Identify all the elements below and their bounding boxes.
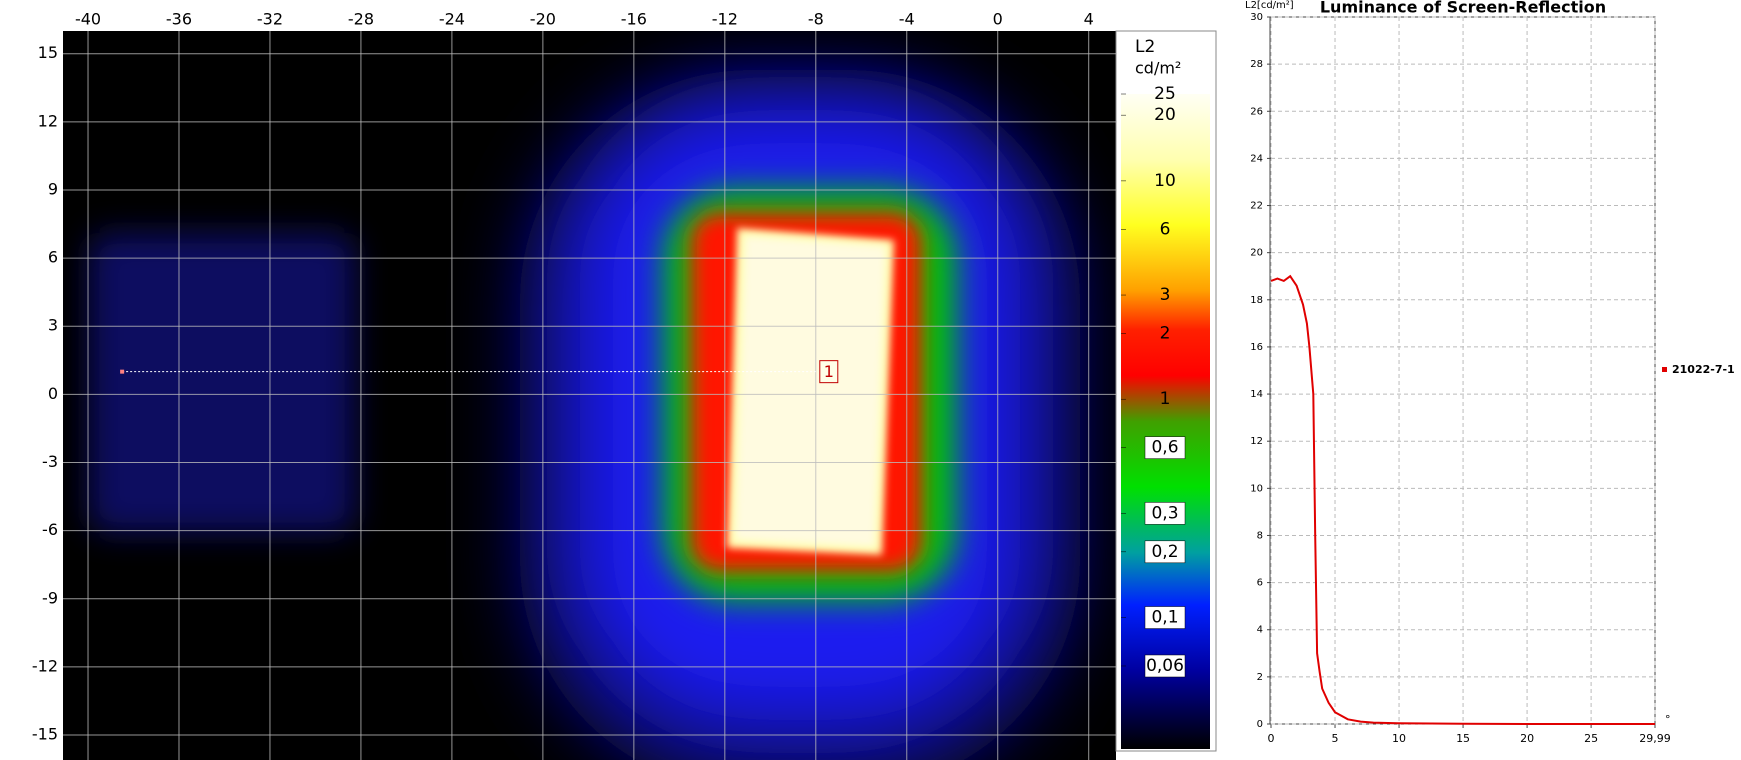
plot-frame — [1269, 16, 1656, 725]
chart-title: Luminance of Screen-Reflection — [1320, 0, 1606, 17]
y-tick-label: 0 — [48, 384, 58, 403]
x-tick-label: -16 — [621, 10, 647, 29]
colorbar-tick-label: 0,3 — [1151, 503, 1178, 523]
y-tick-label: 6 — [1257, 578, 1263, 589]
y-tick-label: 12 — [1250, 436, 1263, 447]
colorbar-label-box — [1144, 606, 1186, 629]
y-tick-label: 22 — [1250, 201, 1263, 212]
profile-label: 1 — [824, 362, 834, 381]
y-tick-label: 12 — [38, 111, 58, 130]
colorbar-tick-label: 0,2 — [1151, 542, 1178, 562]
y-tick-label: -6 — [42, 520, 58, 539]
colorbar-tick-label: 6 — [1160, 219, 1171, 239]
x-tick-label: -8 — [808, 10, 824, 29]
colorbar-label-box — [1144, 436, 1186, 459]
x-tick-label: 4 — [1084, 10, 1094, 29]
colorbar-tick-label: 0,06 — [1146, 656, 1184, 676]
y-tick-label: 15 — [38, 43, 58, 62]
x-tick-label: 0 — [1268, 732, 1275, 745]
profile-start — [120, 369, 125, 374]
y-tick-label: 10 — [1250, 483, 1263, 494]
y-tick-label: 24 — [1250, 153, 1263, 164]
y-tick-label: 30 — [1250, 12, 1263, 23]
x-tick-label: -4 — [899, 10, 915, 29]
x-tick-label: -40 — [75, 10, 101, 29]
y-tick-label: 14 — [1250, 389, 1263, 400]
legend-swatch — [1662, 367, 1667, 372]
x-tick-label: 5 — [1332, 732, 1339, 745]
y-tick-label: 28 — [1250, 59, 1263, 70]
reflection-left — [89, 233, 355, 533]
colorbar-tick-label: 25 — [1154, 84, 1176, 104]
colorbar-tick-label: 3 — [1160, 285, 1171, 305]
colorbar-tick-label: 0,1 — [1151, 608, 1178, 628]
y-tick-label: 4 — [1257, 625, 1263, 636]
profile-marker — [819, 360, 839, 384]
colorbar-label: L2 — [1135, 37, 1155, 57]
screen-core — [735, 236, 886, 547]
x-tick-label: -28 — [348, 10, 374, 29]
x-tick-label: 15 — [1456, 732, 1470, 745]
y-tick-label: 0 — [1257, 719, 1263, 730]
y-tick-label: -12 — [32, 656, 58, 675]
x-axis-unit: ° — [1665, 713, 1671, 726]
x-tick-label: -36 — [166, 10, 192, 29]
y-tick-label: 18 — [1250, 295, 1263, 306]
x-tick-label: 0 — [993, 10, 1003, 29]
y-tick-label: 2 — [1257, 672, 1263, 683]
x-tick-label: 29,99 — [1639, 732, 1671, 745]
colorbar-tick-label: 20 — [1154, 105, 1176, 125]
x-tick-label: -20 — [530, 10, 556, 29]
x-tick-label: -24 — [439, 10, 465, 29]
colorbar-label-box — [1144, 654, 1186, 678]
x-tick-label: 10 — [1392, 732, 1406, 745]
y-tick-label: -15 — [32, 725, 58, 744]
y-tick-label: 16 — [1250, 342, 1263, 353]
colorbar — [1121, 94, 1210, 749]
legend-label: 21022-7-1 — [1672, 363, 1735, 376]
y-tick-label: -9 — [42, 588, 58, 607]
luminance-image — [89, 70, 1080, 760]
colorbar-tick-label: 0,6 — [1151, 438, 1178, 458]
x-tick-label: 25 — [1584, 732, 1598, 745]
y-tick-label: 8 — [1257, 530, 1263, 541]
x-tick-label: 20 — [1520, 732, 1534, 745]
x-tick-label: -12 — [712, 10, 738, 29]
colorbar-label-box — [1144, 502, 1186, 525]
colorbar-tick-label: 1 — [1160, 389, 1171, 409]
y-tick-label: 26 — [1250, 106, 1263, 117]
colorbar-tick-label: 10 — [1154, 171, 1176, 191]
y-tick-label: 9 — [48, 179, 58, 198]
series-line — [1270, 274, 1655, 725]
y-tick-label: 6 — [48, 248, 58, 267]
y-tick-label: 20 — [1250, 248, 1263, 259]
x-tick-label: -32 — [257, 10, 283, 29]
colorbar-tick-label: 2 — [1160, 323, 1171, 343]
y-axis-label: L2[cd/m²] — [1245, 0, 1294, 11]
y-tick-label: 3 — [48, 316, 58, 335]
colorbar-label-box — [1144, 540, 1186, 564]
colorbar-unit: cd/m² — [1135, 59, 1181, 78]
y-tick-label: -3 — [42, 452, 58, 471]
